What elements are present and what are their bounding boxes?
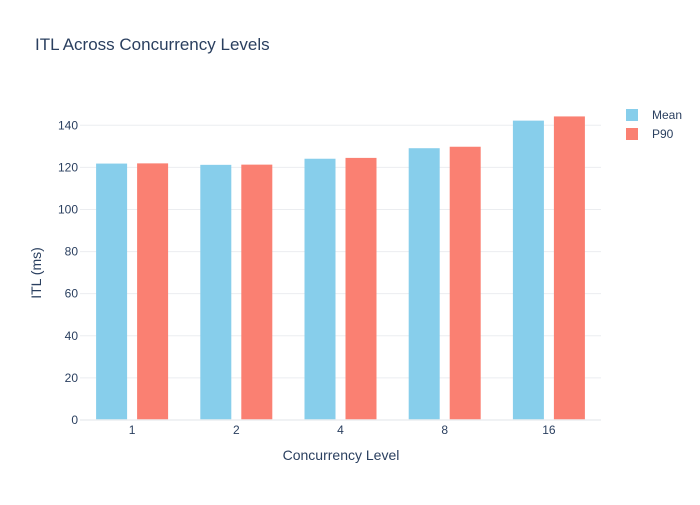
y-tick-label: 100 xyxy=(58,202,78,216)
axes: 0 20 40 60 80 100 120 140 1 2 4 8 16 xyxy=(58,118,601,437)
bars xyxy=(96,116,585,421)
legend-item-mean[interactable]: Mean xyxy=(626,108,682,122)
legend-swatch xyxy=(626,128,638,140)
bar-mean-4[interactable] xyxy=(304,158,336,420)
x-tick-label: 2 xyxy=(233,423,240,437)
y-tick-label: 60 xyxy=(65,287,79,301)
bar-mean-16[interactable] xyxy=(512,120,544,420)
chart-title: ITL Across Concurrency Levels xyxy=(35,35,270,54)
x-axis-title: Concurrency Level xyxy=(283,447,400,463)
bar-p90-4[interactable] xyxy=(345,157,377,421)
y-tick-label: 140 xyxy=(58,118,78,132)
y-tick-label: 0 xyxy=(71,413,78,427)
y-tick-label: 80 xyxy=(65,245,79,259)
bar-p90-2[interactable] xyxy=(241,164,273,420)
legend-label: Mean xyxy=(652,108,682,122)
legend-label: P90 xyxy=(652,127,674,141)
bar-mean-1[interactable] xyxy=(96,163,128,420)
y-tick-label: 120 xyxy=(58,160,78,174)
y-axis-title: ITL (ms) xyxy=(28,247,44,299)
bar-p90-1[interactable] xyxy=(137,163,169,421)
y-tick-label: 20 xyxy=(65,371,79,385)
x-tick-label: 1 xyxy=(129,423,136,437)
legend[interactable]: Mean P90 xyxy=(626,108,682,141)
x-tick-label: 16 xyxy=(542,423,556,437)
x-tick-label: 4 xyxy=(337,423,344,437)
bar-p90-8[interactable] xyxy=(449,146,481,420)
x-tick-label: 8 xyxy=(441,423,448,437)
bar-p90-16[interactable] xyxy=(553,116,585,420)
legend-item-p90[interactable]: P90 xyxy=(626,127,674,141)
y-tick-label: 40 xyxy=(65,329,79,343)
bar-mean-8[interactable] xyxy=(408,148,440,421)
bar-mean-2[interactable] xyxy=(200,164,232,420)
legend-swatch xyxy=(626,109,638,121)
